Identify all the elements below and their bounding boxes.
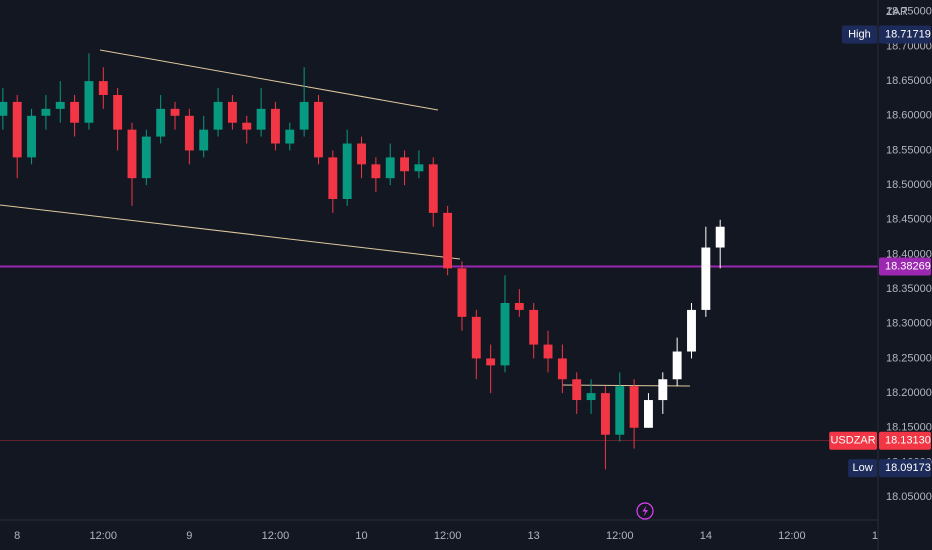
x-tick-label: 10 <box>355 530 367 542</box>
candle-body <box>543 344 553 359</box>
candle-body <box>285 129 295 144</box>
candle-body <box>443 212 453 269</box>
candle-body <box>98 81 108 95</box>
candle-body <box>514 302 524 310</box>
level-labels: 18.71719 High 18.38269 18.13130 USDZAR 18.091… <box>829 25 931 478</box>
candle-body <box>400 157 410 172</box>
candle-body <box>27 115 37 158</box>
y-tick-label: 18.45000 <box>886 214 932 226</box>
x-tick-label: 12:00 <box>778 530 806 542</box>
candle-body <box>141 136 151 179</box>
y-tick-label: 18.35000 <box>886 283 932 295</box>
candle-body <box>0 101 8 116</box>
trend-line <box>561 384 691 387</box>
trend-line <box>99 49 439 111</box>
candle-body <box>328 157 338 199</box>
candle-body <box>500 302 510 366</box>
candle-body <box>615 386 625 435</box>
y-tick-label: 18.75000 <box>886 6 932 18</box>
x-tick-label: 12:00 <box>90 530 118 542</box>
candle-body <box>127 129 137 179</box>
level-lines <box>0 265 878 442</box>
candle-body <box>184 115 194 151</box>
level-name-box <box>848 459 877 478</box>
level-value-box <box>879 257 931 276</box>
candle-body <box>371 164 381 179</box>
y-tick-label: 18.65000 <box>886 75 932 87</box>
candles <box>0 53 725 470</box>
candle-body <box>170 108 180 116</box>
level-name: USDZAR <box>830 435 875 447</box>
y-tick-label: 18.15000 <box>886 422 932 434</box>
y-tick-label: 18.60000 <box>886 110 932 122</box>
y-tick-label: 18.40000 <box>886 248 932 260</box>
candle-body <box>644 400 653 428</box>
candle-body <box>715 226 725 248</box>
y-tick-label: 18.05000 <box>886 491 932 503</box>
level-value: 18.38269 <box>885 260 931 272</box>
candle-body <box>529 309 539 345</box>
candle-body <box>55 101 65 109</box>
level-value: 18.13130 <box>885 435 931 447</box>
candle-body <box>41 108 51 116</box>
candle-body <box>84 81 94 123</box>
candle-body <box>428 164 438 213</box>
level-value: 18.71719 <box>885 28 931 40</box>
candle-body <box>342 143 352 199</box>
level-name-box <box>829 431 877 450</box>
candle-body <box>457 268 467 317</box>
level-value-box <box>879 431 931 450</box>
candle-body <box>271 108 280 144</box>
candle-body <box>658 379 668 401</box>
level-value-box <box>879 459 931 478</box>
candle-body <box>672 351 682 380</box>
candle-body <box>314 101 323 158</box>
currency-label: ZAR <box>886 6 908 18</box>
candle-body <box>12 101 22 158</box>
candle-body <box>414 164 424 172</box>
candle-body <box>687 309 696 352</box>
level-name: Low <box>852 462 872 474</box>
level-value-box <box>879 25 931 44</box>
level-name: High <box>848 28 871 40</box>
candle-body <box>242 122 252 130</box>
trend-line <box>0 204 461 260</box>
x-tick-label: 9 <box>186 530 192 542</box>
y-tick-label: 18.50000 <box>886 179 932 191</box>
candle-body <box>486 358 496 366</box>
y-tick-label: 18.25000 <box>886 352 932 364</box>
candle-body <box>586 393 596 401</box>
candle-body <box>156 108 166 137</box>
y-axis: 18.0500018.1000018.1500018.2000018.25000… <box>886 6 932 503</box>
x-tick-label: 13 <box>528 530 540 542</box>
x-tick-label: 14 <box>700 530 712 542</box>
candle-body <box>471 316 481 359</box>
candle-body <box>227 101 237 123</box>
candle-body <box>299 101 309 130</box>
y-tick-label: 18.20000 <box>886 387 932 399</box>
candle-body <box>256 108 266 130</box>
candle-body <box>600 393 610 435</box>
candle-body <box>199 129 209 151</box>
candle-body <box>70 101 80 123</box>
x-tick-label: 12:00 <box>606 530 634 542</box>
level-name-box <box>841 25 877 44</box>
event-icon <box>636 502 654 520</box>
candle-body <box>629 386 639 428</box>
level-value: 18.09173 <box>885 462 931 474</box>
x-tick-label: 12:00 <box>434 530 462 542</box>
y-tick-label: 18.55000 <box>886 144 932 156</box>
candle-body <box>385 157 395 179</box>
x-tick-label: 12:00 <box>262 530 290 542</box>
candle-body <box>213 101 223 130</box>
candle-body <box>113 94 123 130</box>
y-tick-label: 18.30000 <box>886 318 932 330</box>
x-tick-label: 8 <box>14 530 20 542</box>
candle-body <box>357 143 366 165</box>
candle-body <box>557 358 567 380</box>
candle-body <box>572 379 582 401</box>
candle-body <box>701 247 711 310</box>
